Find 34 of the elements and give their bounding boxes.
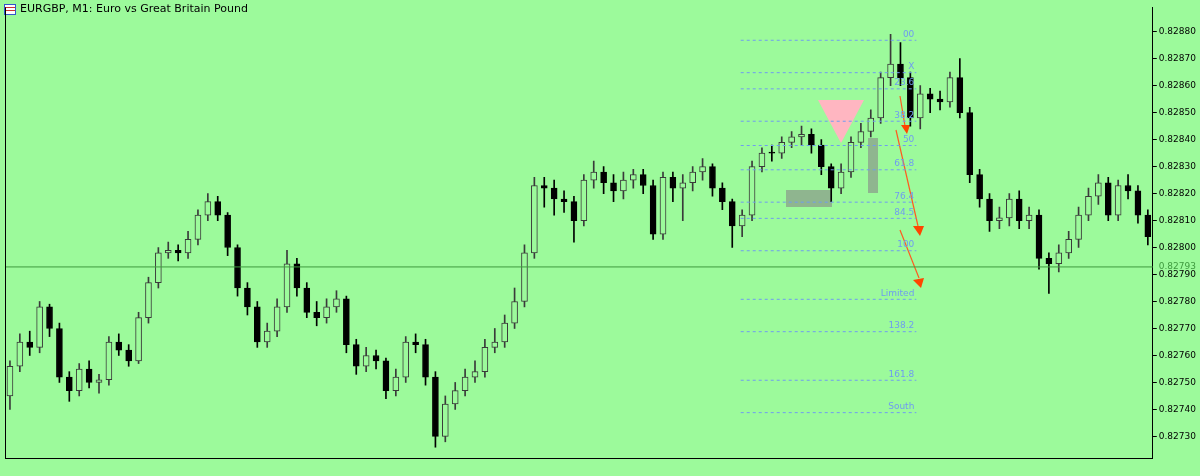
y-tick-label: 0.82740: [1158, 403, 1197, 414]
y-tick-label: 0.82820: [1158, 187, 1197, 198]
y-tick-label: 0.82760: [1158, 349, 1197, 360]
y-tick-label: 0.82860: [1158, 79, 1197, 90]
y-tick-label: 0.82770: [1158, 322, 1197, 333]
candlestick: [491, 328, 499, 354]
ref-line-label: 0.82793: [1158, 260, 1196, 271]
candlestick: [768, 144, 776, 162]
annotation: 84.5: [894, 206, 915, 217]
y-tick-label: 0.82840: [1158, 133, 1197, 144]
y-tick-label: 0.82780: [1158, 295, 1197, 306]
y-tick-label: 0.82730: [1158, 430, 1197, 441]
y-tick-label: 0.82750: [1158, 376, 1197, 387]
y-tick-label: 0.82810: [1158, 214, 1197, 225]
y-tick-label: 0.82830: [1158, 160, 1197, 171]
annotation: 00: [902, 28, 915, 39]
chart-title: EURGBP, M1: Euro vs Great Britain Pound: [20, 2, 248, 15]
candlestick: [95, 374, 103, 394]
annotation: 138.2: [888, 320, 915, 331]
candlestick: [313, 301, 321, 327]
y-tick-label: 0.82850: [1158, 106, 1197, 117]
candlestick: [26, 330, 34, 356]
y-tick-label: 0.82800: [1158, 241, 1197, 252]
candlestick: [540, 177, 548, 208]
y-tick-label: 0.82790: [1158, 268, 1197, 279]
annotation: X: [908, 61, 915, 71]
annotation: 50: [902, 133, 915, 144]
annotation: South: [888, 400, 915, 411]
y-tick-label: 0.82870: [1158, 53, 1197, 64]
annotation: 161.8: [888, 368, 915, 379]
annotation: 23.6: [894, 77, 915, 88]
y-tick-label: 0.82880: [1158, 26, 1197, 37]
candlestick: [679, 174, 687, 221]
annotation: Limited: [880, 287, 915, 298]
